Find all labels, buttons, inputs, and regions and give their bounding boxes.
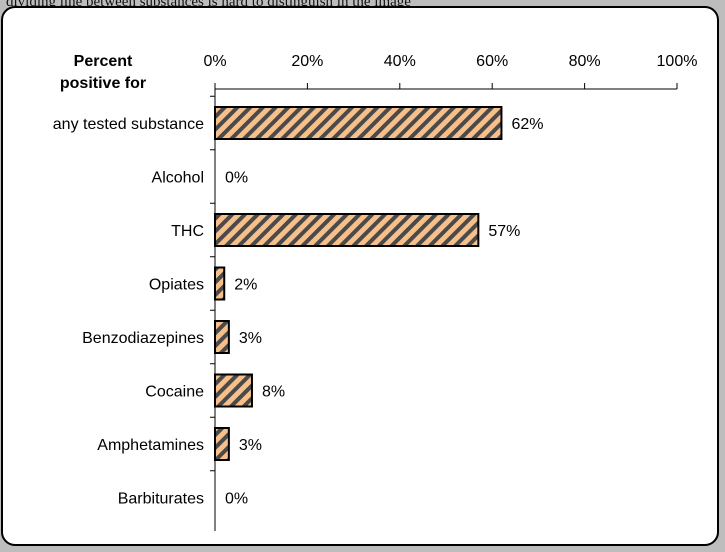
category-label: Benzodiazepines	[82, 330, 204, 347]
x-tick-label-20: 20%	[291, 53, 323, 70]
category-label: Alcohol	[152, 170, 204, 187]
bar	[214, 213, 480, 247]
data-label: 0%	[225, 491, 248, 508]
data-label: 3%	[239, 437, 262, 454]
category-label: Cocaine	[145, 384, 204, 401]
x-tick-label-60: 60%	[476, 53, 508, 70]
top-caption: dividing line between substances is hard…	[6, 0, 411, 8]
data-label: 62%	[511, 116, 543, 133]
bar	[214, 106, 503, 140]
bar	[214, 373, 253, 408]
data-label: 2%	[234, 277, 257, 294]
chart-title-line-1: Percent	[74, 53, 133, 70]
data-label: 3%	[239, 330, 262, 347]
data-label: 8%	[262, 384, 285, 401]
x-tick-label-80: 80%	[569, 53, 601, 70]
category-label: Amphetamines	[97, 437, 204, 454]
category-label: Barbiturates	[118, 491, 204, 508]
bar-chart: Percent positive for 0% 20% 40% 60% 80% 100% …	[53, 53, 698, 531]
x-tick-label-40: 40%	[384, 53, 416, 70]
x-tick-label-0: 0%	[203, 53, 226, 70]
bar	[214, 266, 226, 301]
chart-panel: Percent positive for 0% 20% 40% 60% 80% 100% …	[1, 6, 719, 546]
category-label: THC	[171, 223, 204, 240]
chart-title-line-2: positive for	[60, 75, 146, 92]
data-label: 0%	[225, 170, 248, 187]
bar	[214, 320, 230, 354]
bar	[214, 427, 230, 461]
category-label: any tested substance	[53, 116, 204, 133]
data-label: 57%	[488, 223, 520, 240]
x-tick-label-100: 100%	[657, 53, 698, 70]
category-label: Opiates	[149, 277, 204, 294]
